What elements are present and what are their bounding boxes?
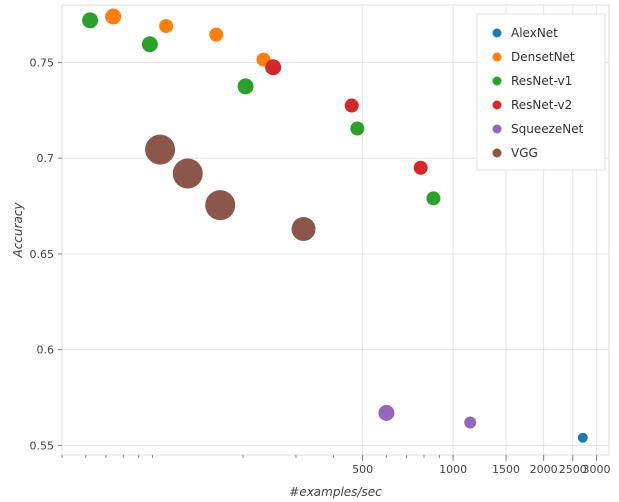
point-alexnet bbox=[577, 432, 588, 443]
legend-marker-squeezenet bbox=[492, 124, 502, 134]
point-vgg bbox=[291, 217, 316, 242]
y-tick-label: 0.7 bbox=[37, 152, 55, 165]
data-points bbox=[82, 8, 588, 443]
axes: 0.55 0.6 0.65 0.7 0.75 500 1000 1500 2000 2500300… bbox=[30, 56, 611, 476]
point-resnet-v2 bbox=[344, 98, 359, 113]
y-tick-label: 0.6 bbox=[37, 344, 55, 357]
legend-marker-resnet-v1 bbox=[492, 76, 502, 86]
legend-label-vgg: VGG bbox=[511, 146, 538, 160]
legend-marker-vgg bbox=[492, 148, 502, 158]
point-resnet-v1 bbox=[82, 12, 99, 29]
point-resnet-v2 bbox=[265, 59, 282, 76]
y-axis-label: Accuracy bbox=[11, 202, 25, 259]
x-axis-label: #examples/sec bbox=[289, 485, 382, 499]
legend-marker-resnet-v2 bbox=[492, 100, 502, 110]
point-densetnet bbox=[159, 19, 174, 34]
legend-label-resnet-v1: ResNet-v1 bbox=[511, 74, 572, 88]
legend-marker-densetnet bbox=[492, 52, 502, 62]
plot-frame bbox=[61, 4, 610, 456]
x-tick-label: 2500 bbox=[559, 463, 587, 476]
point-resnet-v1 bbox=[426, 191, 441, 206]
y-tick-label: 0.55 bbox=[30, 439, 55, 452]
legend-label-alexnet: AlexNet bbox=[511, 26, 558, 40]
x-tick-label: 2000 bbox=[530, 463, 558, 476]
x-tick-label: 3000 bbox=[583, 463, 611, 476]
point-squeezenet bbox=[464, 416, 477, 429]
legend: AlexNet DensetNet ResNet-v1 ResNet-v2 Squeez… bbox=[476, 13, 606, 171]
point-resnet-v1 bbox=[141, 36, 158, 53]
point-resnet-v1 bbox=[350, 121, 365, 136]
legend-label-resnet-v2: ResNet-v2 bbox=[511, 98, 572, 112]
x-tick-label: 500 bbox=[352, 463, 373, 476]
point-resnet-v1 bbox=[237, 78, 254, 95]
point-resnet-v2 bbox=[413, 160, 428, 175]
y-tick-label: 0.65 bbox=[30, 248, 55, 261]
legend-marker-alexnet bbox=[492, 28, 502, 38]
point-densetnet bbox=[209, 27, 224, 42]
legend-label-densetnet: DensetNet bbox=[511, 50, 575, 64]
y-tick-label: 0.75 bbox=[30, 56, 55, 69]
point-vgg bbox=[205, 190, 236, 221]
point-squeezenet bbox=[378, 404, 395, 421]
x-tick-label: 1500 bbox=[492, 463, 520, 476]
legend-label-squeezenet: SqueezeNet bbox=[511, 122, 584, 136]
x-tick-label: 1000 bbox=[439, 463, 467, 476]
point-vgg bbox=[145, 134, 176, 165]
legend-box bbox=[476, 13, 606, 171]
point-vgg bbox=[172, 158, 203, 189]
point-densetnet bbox=[105, 8, 122, 25]
